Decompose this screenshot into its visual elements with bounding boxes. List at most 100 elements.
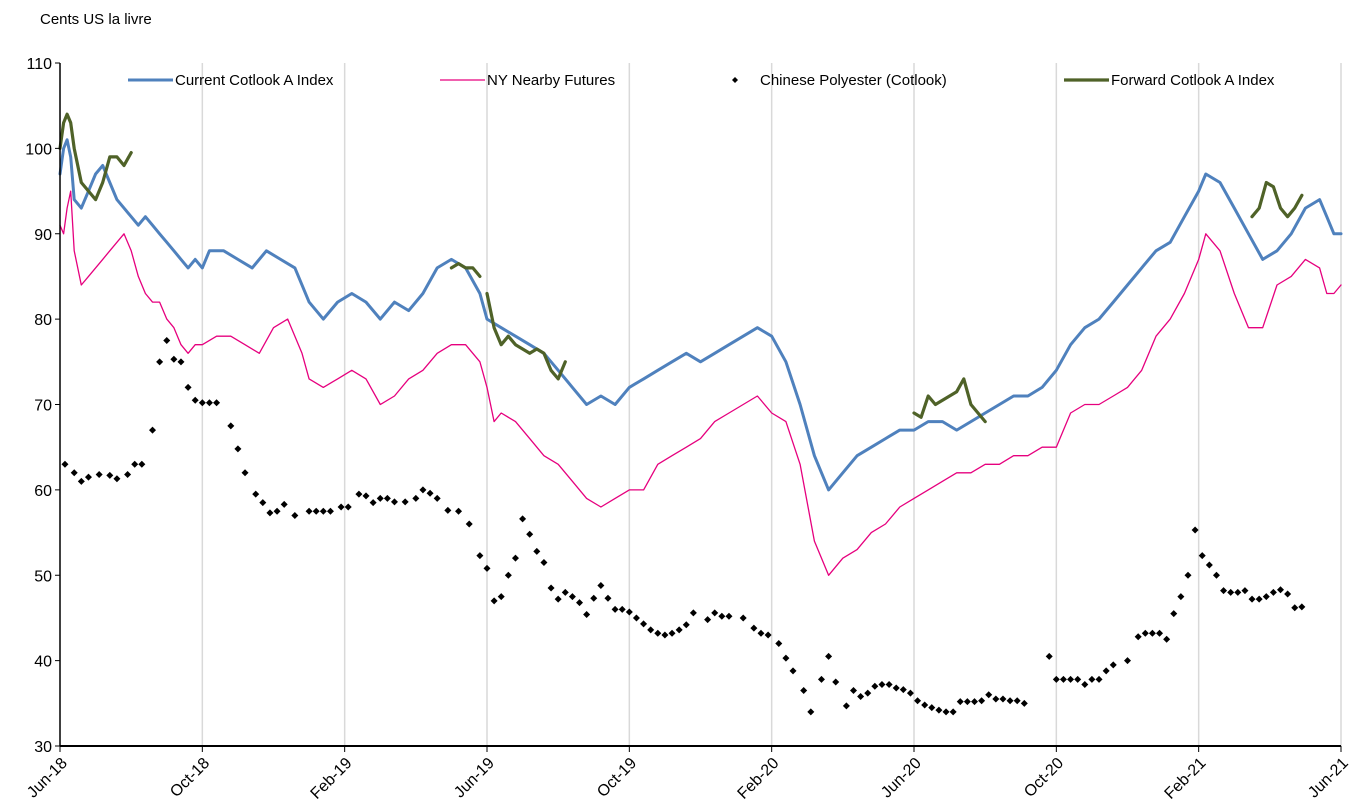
polyester-point (1163, 635, 1171, 643)
polyester-point (1298, 603, 1306, 611)
polyester-point (817, 675, 825, 683)
x-tick-label: Feb-20 (735, 755, 783, 803)
legend-label: Chinese Polyester (Cotlook) (760, 72, 947, 89)
polyester-point (1191, 526, 1199, 534)
polyester-point (234, 445, 242, 453)
polyester-point (259, 499, 267, 507)
polyester-point (465, 520, 473, 528)
polyester-point (1074, 675, 1082, 683)
polyester-point (871, 682, 879, 690)
series-0 (58, 138, 1343, 492)
polyester-point (412, 494, 420, 502)
polyester-point (892, 684, 900, 692)
polyester-point (554, 595, 562, 603)
polyester-point (864, 689, 872, 697)
y-tick-label: 30 (34, 739, 52, 756)
polyester-point (1148, 629, 1156, 637)
polyester-point (956, 698, 964, 706)
y-tick-label: 110 (26, 56, 52, 73)
polyester-point (807, 708, 815, 716)
series-line (58, 112, 133, 202)
polyester-point (319, 507, 327, 515)
polyester-point (640, 620, 648, 628)
series-line (912, 377, 987, 424)
polyester-point (1198, 552, 1206, 560)
polyester-point (1277, 586, 1285, 594)
polyester-point (1291, 604, 1299, 612)
polyester-point (1141, 629, 1149, 637)
vertical-gridlines (201, 63, 1342, 746)
polyester-point (266, 509, 274, 517)
polyester-point (1205, 561, 1213, 569)
polyester-point (935, 706, 943, 714)
polyester-point (497, 593, 505, 601)
polyester-point (305, 507, 313, 515)
polyester-point (70, 469, 78, 477)
polyester-point (750, 624, 758, 632)
polyester-point (963, 698, 971, 706)
polyester-point (547, 584, 555, 592)
polyester-point (205, 399, 213, 407)
x-tick-label: Jun-21 (1305, 755, 1352, 802)
polyester-point (273, 507, 281, 515)
polyester-point (1212, 571, 1220, 579)
polyester-point (533, 547, 541, 555)
y-tick-label: 50 (34, 568, 52, 585)
polyester-point (906, 689, 914, 697)
polyester-point (1220, 587, 1228, 595)
polyester-point (526, 530, 534, 538)
legend-item: Current Cotlook A Index (128, 72, 334, 89)
legend-marker (732, 77, 738, 83)
polyester-point (825, 652, 833, 660)
polyester-point (782, 654, 790, 662)
polyester-point (1013, 697, 1021, 705)
x-tick-label: Feb-19 (308, 755, 356, 803)
polyester-point (757, 629, 765, 637)
polyester-point (1124, 657, 1131, 665)
polyester-point (149, 426, 157, 434)
polyester-point (191, 396, 199, 404)
series-line (1250, 180, 1304, 219)
polyester-point (789, 667, 797, 675)
polyester-point (725, 612, 733, 620)
polyester-point (764, 631, 772, 639)
polyester-point (1045, 652, 1053, 660)
polyester-point (711, 609, 719, 617)
axes: Jun-18 Oct-18 Feb-19 Jun-19 Oct-19 Feb-20 Jun-… (24, 56, 1352, 803)
legend: Current Cotlook A Index NY Nearby Futures… (128, 72, 1275, 89)
series-line (59, 190, 1342, 576)
polyester-point (992, 695, 1000, 703)
polyester-point (654, 629, 662, 637)
polyester-point (84, 473, 92, 481)
polyester-point (390, 498, 398, 506)
polyester-point (842, 702, 850, 710)
series-3 (58, 112, 1304, 424)
polyester-point (106, 471, 114, 479)
polyester-point (1156, 629, 1164, 637)
polyester-point (383, 494, 391, 502)
x-tick-label: Jun-18 (24, 755, 71, 802)
polyester-point (426, 489, 434, 497)
polyester-point (170, 355, 178, 363)
polyester-point (337, 503, 345, 511)
polyester-point (800, 687, 808, 695)
polyester-point (739, 614, 747, 622)
polyester-point (490, 597, 498, 605)
polyester-point (928, 704, 936, 712)
legend-item: NY Nearby Futures (440, 72, 615, 89)
polyester-point (156, 358, 164, 366)
y-tick-label: 40 (34, 654, 52, 671)
polyester-point (942, 708, 950, 716)
series-line (449, 262, 482, 278)
y-tick-label: 100 (25, 141, 52, 158)
polyester-point (668, 629, 676, 637)
polyester-point (1255, 595, 1263, 603)
polyester-point (999, 695, 1007, 703)
polyester-point (985, 691, 993, 699)
polyester-point (561, 588, 569, 596)
polyester-point (1134, 633, 1142, 641)
series-layer (58, 112, 1343, 716)
polyester-point (568, 593, 576, 601)
polyester-point (704, 616, 712, 624)
polyester-point (832, 678, 840, 686)
